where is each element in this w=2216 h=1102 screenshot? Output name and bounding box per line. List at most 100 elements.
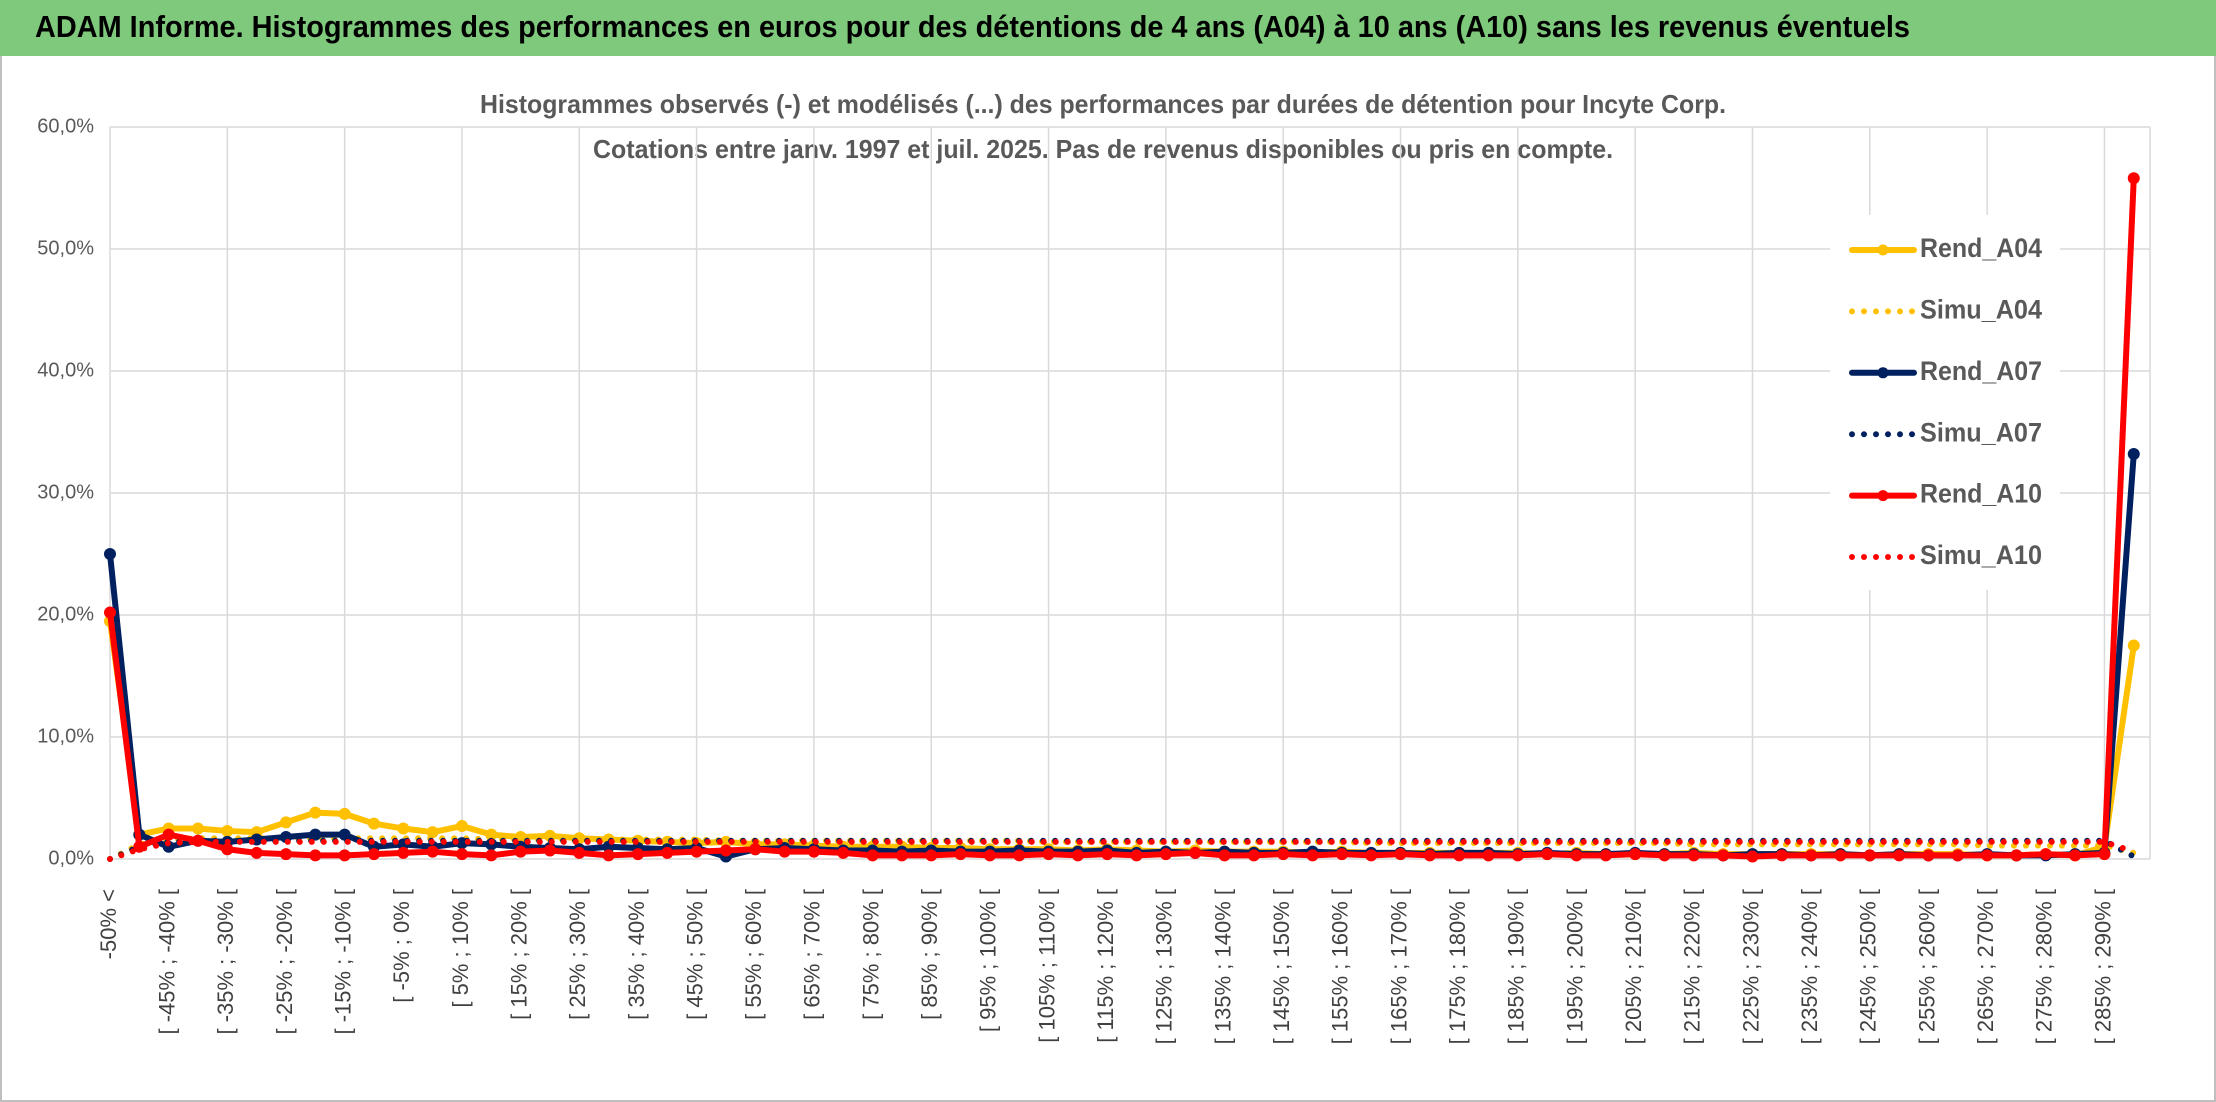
legend-marker <box>1877 244 1889 256</box>
x-tick-label: [ -25% ; -20% [ <box>272 889 297 1035</box>
marker <box>1159 848 1172 861</box>
marker <box>104 548 116 560</box>
legend-marker <box>1877 490 1889 502</box>
marker <box>2010 849 2023 862</box>
dotted-line <box>107 837 2137 862</box>
marker <box>221 843 234 856</box>
marker <box>162 828 175 841</box>
marker <box>1687 849 1700 862</box>
legend-box <box>1830 215 2060 590</box>
marker <box>631 848 644 861</box>
marker <box>807 845 820 858</box>
x-tick-label: [ 25% ; 30% [ <box>565 889 590 1020</box>
marker <box>778 845 791 858</box>
x-tick-label: [ -45% ; -40% [ <box>154 889 179 1035</box>
legend-label: Simu_A07 <box>1920 417 2042 447</box>
x-tick-label: [ 225% ; 230% [ <box>1738 889 1763 1044</box>
marker <box>1130 849 1143 862</box>
marker <box>1101 848 1114 861</box>
marker <box>1071 849 1084 862</box>
marker <box>279 816 292 829</box>
x-tick-label: [ 105% ; 110% [ <box>1034 889 1059 1043</box>
marker <box>1013 849 1026 862</box>
marker <box>309 806 322 819</box>
y-tick-label: 0,0% <box>48 847 94 869</box>
marker <box>1981 849 1994 862</box>
marker <box>1658 849 1671 862</box>
legend-label: Rend_A07 <box>1920 356 2042 386</box>
x-tick-label: [ 235% ; 240% [ <box>1797 889 1822 1044</box>
marker <box>837 846 850 859</box>
x-tick-label: [ 155% ; 160% [ <box>1328 889 1353 1044</box>
marker <box>455 848 468 861</box>
marker <box>1863 849 1876 862</box>
marker <box>1893 849 1906 862</box>
marker <box>866 849 879 862</box>
y-tick-label: 40,0% <box>37 359 94 381</box>
y-tick-label: 50,0% <box>37 237 94 259</box>
marker <box>367 817 380 830</box>
marker <box>1482 849 1495 862</box>
x-tick-label: [ 175% ; 180% [ <box>1445 889 1470 1044</box>
x-tick-label: [ 215% ; 220% [ <box>1680 889 1705 1044</box>
marker <box>925 849 938 862</box>
marker <box>573 846 586 859</box>
x-tick-label: [ 135% ; 140% [ <box>1210 889 1235 1044</box>
marker <box>661 846 674 859</box>
x-tick-label: [ 35% ; 40% [ <box>624 889 649 1020</box>
marker <box>1394 848 1407 861</box>
marker <box>1511 849 1524 862</box>
marker <box>1247 849 1260 862</box>
marker <box>338 849 351 862</box>
chart-title: Histogrammes observés (-) et modélisés (… <box>480 89 1726 119</box>
marker <box>1775 849 1788 862</box>
marker <box>338 807 351 820</box>
marker <box>2127 447 2140 460</box>
x-tick-label: [ 95% ; 100% [ <box>976 889 1001 1032</box>
marker <box>250 846 263 859</box>
x-tick-label: [ 45% ; 50% [ <box>682 889 707 1020</box>
marker <box>485 849 498 862</box>
x-tick-label: [ 285% ; 290% [ <box>2090 889 2115 1044</box>
marker <box>309 849 322 862</box>
y-tick-label: 20,0% <box>37 603 94 625</box>
marker <box>104 606 116 619</box>
marker <box>426 845 439 858</box>
marker <box>1306 849 1319 862</box>
x-tick-label: [ -15% ; -10% [ <box>330 889 355 1035</box>
marker <box>397 822 410 835</box>
x-tick-label: [ 115% ; 120% [ <box>1093 889 1118 1043</box>
legend-label: Rend_A04 <box>1920 233 2042 263</box>
y-tick-label: 10,0% <box>37 725 94 747</box>
marker <box>2069 849 2082 862</box>
legend-label: Rend_A10 <box>1920 479 2042 509</box>
marker <box>1541 848 1554 861</box>
marker <box>749 843 762 856</box>
marker <box>690 845 703 858</box>
marker <box>1629 848 1642 861</box>
marker <box>2127 639 2140 652</box>
marker <box>2098 848 2111 861</box>
marker <box>1805 849 1818 862</box>
x-tick-label: [ 65% ; 70% [ <box>800 889 825 1020</box>
plot-area: 0,0% 10,0% 20,0% 30,0% 40,0% 50,0% 60,0% -50% <… <box>37 115 2151 1044</box>
marker <box>1453 849 1466 862</box>
marker <box>1717 849 1730 862</box>
x-tick-label: [ -35% ; -30% [ <box>213 889 238 1035</box>
marker <box>1189 846 1202 859</box>
header-bar <box>0 0 2216 56</box>
marker <box>1570 849 1583 862</box>
x-tick-label: [ 125% ; 130% [ <box>1152 889 1177 1044</box>
marker <box>397 846 410 859</box>
legend-label: Simu_A04 <box>1920 295 2042 325</box>
x-tick-label: [ 205% ; 210% [ <box>1621 889 1646 1044</box>
marker <box>279 848 292 861</box>
marker <box>1335 848 1348 861</box>
marker <box>954 848 967 861</box>
marker <box>2127 172 2140 185</box>
y-tick-label: 60,0% <box>37 115 94 137</box>
header-title: ADAM Informe. Histogrammes des performan… <box>35 9 1910 44</box>
x-tick-label: [ 5% ; 10% [ <box>448 889 473 1008</box>
x-tick-label: [ 185% ; 190% [ <box>1504 889 1529 1044</box>
